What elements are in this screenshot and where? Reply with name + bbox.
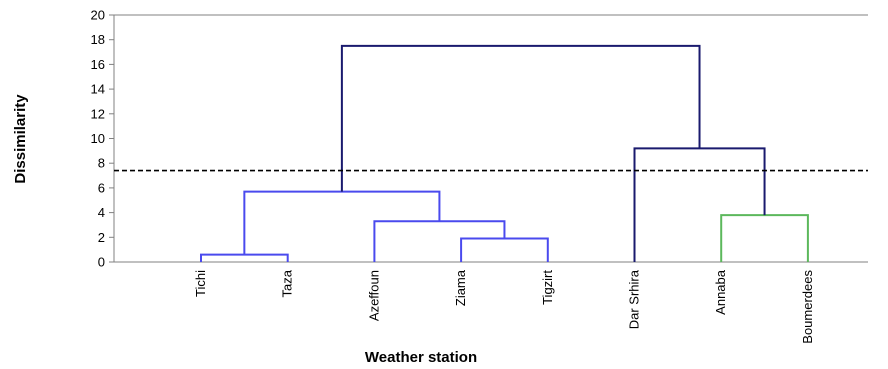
y-tick-label: 16: [91, 57, 105, 72]
x-tick-label: Azeffoun: [366, 270, 381, 321]
x-axis-title: Weather station: [365, 349, 477, 366]
x-tick-label: Tichi: [193, 270, 208, 297]
y-tick-label: 18: [91, 32, 105, 47]
y-tick-label: 20: [91, 8, 105, 23]
x-axis: [114, 14, 868, 263]
y-tick-label: 6: [98, 180, 105, 195]
y-tick-label: 12: [91, 106, 105, 121]
x-tick-label: Taza: [280, 269, 295, 297]
y-tick-label: 14: [91, 82, 105, 97]
x-tick-labels: Tichi Taza Azeffoun Ziama Tigzirt Dar Srhira A…: [193, 269, 815, 343]
x-tick-label: Ziama: [453, 269, 468, 306]
dendrogram-link: [200, 253, 289, 262]
x-tick-label: Dar Srhira: [627, 269, 642, 329]
y-axis: 0 2 4 6 8 10 12 14 16 18 20: [91, 8, 115, 270]
dendrogram-link: [243, 190, 441, 255]
dendrogram-link: [633, 147, 766, 262]
dendrogram-link: [340, 44, 701, 192]
x-tick-label: Annaba: [713, 269, 728, 315]
x-tick-label: Boumerdees: [800, 270, 815, 344]
y-tick-label: 8: [98, 156, 105, 171]
dendrogram-links: [200, 44, 809, 262]
x-tick-label: Tigzirt: [540, 270, 555, 305]
y-tick-label: 10: [91, 131, 105, 146]
y-tick-label: 0: [98, 255, 105, 270]
y-tick-label: 2: [98, 230, 105, 245]
y-axis-title: Dissimilarity: [12, 94, 29, 184]
dendrogram-link: [460, 237, 549, 262]
y-tick-label: 4: [98, 205, 105, 220]
dendrogram-link: [373, 220, 506, 262]
dendrogram-link: [720, 214, 809, 262]
